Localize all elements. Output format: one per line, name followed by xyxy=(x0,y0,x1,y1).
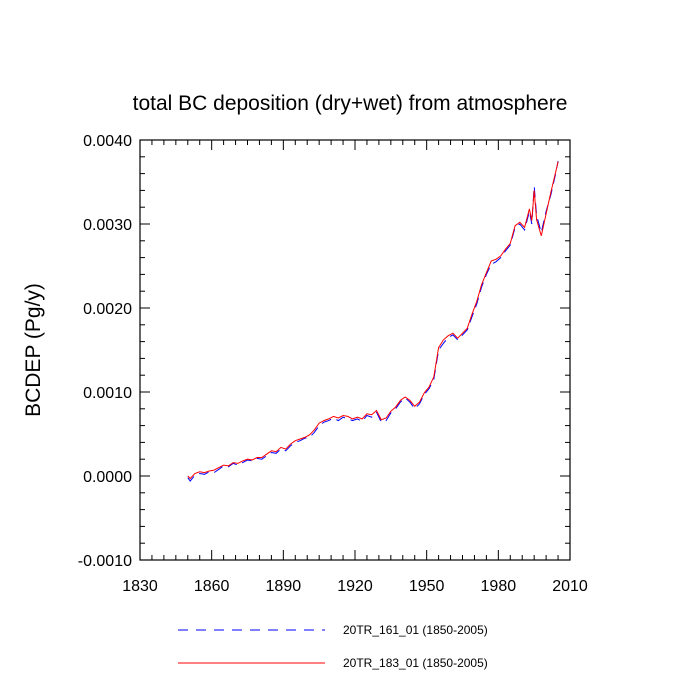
y-tick-label: 0.0040 xyxy=(83,133,132,150)
y-tick-label: 0.0030 xyxy=(83,217,132,234)
plot-area: 1830 1860 1890 1920 1950 1980 2010 -0.0010 0.000… xyxy=(78,133,588,595)
y-tick-label: 0.0000 xyxy=(83,469,132,486)
series-line-1 xyxy=(187,160,559,482)
x-tick-label: 1890 xyxy=(266,578,302,595)
x-tick-label: 1980 xyxy=(481,578,517,595)
series-line-2 xyxy=(187,161,559,480)
y-tick-label: 0.0010 xyxy=(83,385,132,402)
legend-label-2: 20TR_183_01 (1850-2005) xyxy=(343,656,488,670)
legend-label-1: 20TR_161_01 (1850-2005) xyxy=(343,623,488,637)
y-tick-label: 0.0020 xyxy=(83,301,132,318)
x-tick-label: 1950 xyxy=(409,578,445,595)
x-tick-label: 1860 xyxy=(194,578,230,595)
x-tick-label: 1830 xyxy=(122,578,158,595)
y-tick-label: -0.0010 xyxy=(78,553,132,570)
x-tick-label: 1920 xyxy=(337,578,373,595)
chart-title: total BC deposition (dry+wet) from atmos… xyxy=(133,92,568,115)
x-tick-label: 2010 xyxy=(552,578,588,595)
legend: 20TR_161_01 (1850-2005) 20TR_183_01 (1850… xyxy=(178,623,488,670)
y-axis-label: BCDEP (Pg/y) xyxy=(22,283,45,417)
